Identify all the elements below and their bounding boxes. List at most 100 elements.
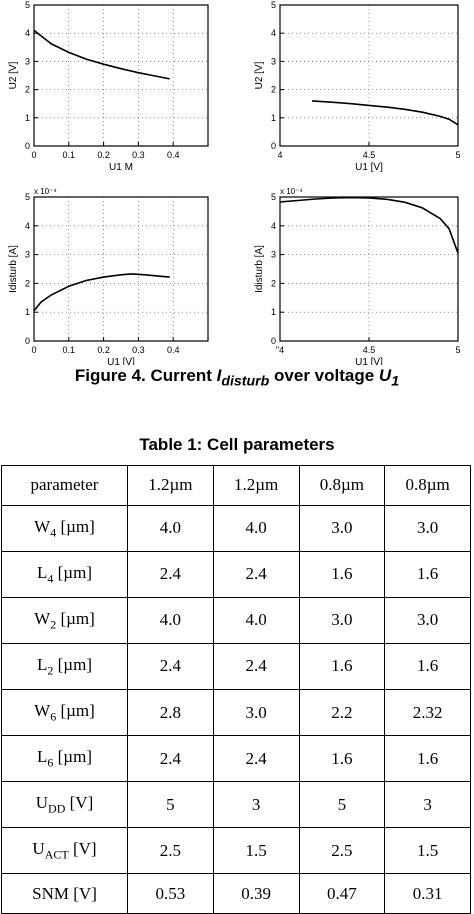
table-row: parameter 1.2µm 1.2µm 0.8µm 0.8µm: [1, 465, 471, 506]
table-cell: 0.47: [298, 873, 386, 914]
series-line: [33, 29, 170, 80]
table-cell: 5: [127, 781, 214, 829]
table-cell: 1.6: [384, 550, 471, 598]
x-tick-label: "4: [276, 345, 284, 355]
y-tick-label: 3: [25, 56, 30, 66]
table-cell: 3.0: [384, 504, 471, 552]
table-title: Table 1: Cell parameters: [139, 435, 335, 454]
table-cell: 0.8µm: [384, 465, 471, 506]
table-cell: 1.2µm: [127, 465, 214, 506]
table-cell: 3: [384, 781, 471, 829]
y-tick-label: 2: [271, 85, 276, 95]
table-cell: 1.5: [212, 827, 300, 875]
y-tick-label: 0: [271, 141, 276, 151]
x-tick-label: 0.2: [97, 345, 110, 355]
row-label: parameter: [1, 465, 128, 506]
x-tick-label: 0.4: [167, 345, 180, 355]
x-tick-label: 4.5: [363, 345, 376, 355]
y-tick-label: 0: [271, 336, 276, 346]
x-tick-label: 0.3: [132, 150, 145, 160]
y-axis-label: U2 [V]: [8, 61, 19, 89]
table-cell: 3.0: [212, 688, 300, 737]
figure-plots: 0 1 2 3 4 5 0 0.1 0.2 0.3 0.4 U1 M U2 [V] 0 1 2 3 4 5 4 4.5 5…: [8, 0, 461, 365]
x-tick-label: 4: [277, 150, 282, 160]
y-tick-label: 4: [25, 221, 30, 231]
y-tick-label: 1: [25, 113, 30, 123]
axis-exponent: x 10⁻⁴: [34, 187, 57, 196]
table-cell: 1.6: [384, 642, 471, 690]
table-row: L2 [µm] 2.4 2.4 1.6 1.6: [1, 642, 471, 690]
table-cell: 5: [298, 781, 386, 829]
x-axis-label: U1 [V]: [355, 357, 383, 365]
row-label: L2 [µm]: [1, 642, 128, 690]
x-tick-label: 0.1: [63, 345, 76, 355]
y-tick-label: 3: [25, 250, 30, 260]
row-label: W6 [µm]: [1, 688, 128, 737]
table-cell: 2.4: [212, 642, 300, 690]
x-axis-label: U1 [V]: [107, 357, 135, 365]
y-tick-label: 4: [25, 28, 30, 38]
series-line: [311, 100, 459, 126]
figure-caption: Figure 4. Current Idisturb over voltage …: [0, 366, 474, 389]
table-cell: 4.0: [127, 596, 214, 644]
table-cell: 3.0: [384, 596, 471, 644]
table-row: W2 [µm] 4.0 4.0 3.0 3.0: [1, 596, 471, 644]
y-tick-label: 5: [25, 0, 30, 10]
y-tick-label: 5: [271, 192, 276, 202]
y-tick-label: 4: [271, 221, 276, 231]
table-cell: 4.0: [212, 504, 300, 552]
y-axis-label: U2 [V]: [254, 61, 265, 89]
x-tick-label: 0: [31, 150, 36, 160]
table-row: SNM [V] 0.53 0.39 0.47 0.31: [1, 873, 471, 914]
table-cell: 2.4: [127, 642, 214, 690]
y-tick-label: 2: [25, 85, 30, 95]
plot-4: 0 1 2 3 4 5 "4 4.5 5 U1 [V] Idisturb [A] x 10⁻⁴: [254, 187, 461, 365]
x-tick-label: 0.1: [63, 150, 76, 160]
table-cell: 4.0: [127, 504, 214, 552]
y-tick-label: 0: [25, 336, 30, 346]
table-row: L6 [µm] 2.4 2.4 1.6 1.6: [1, 735, 471, 783]
row-label: SNM [V]: [1, 873, 128, 914]
table-cell: 1.6: [298, 642, 386, 690]
y-axis-label: Idisturb [A]: [254, 245, 265, 293]
x-tick-label: 0.2: [97, 150, 110, 160]
y-tick-label: 5: [25, 192, 30, 202]
table-cell: 2.32: [384, 688, 471, 737]
table-row: W6 [µm] 2.8 3.0 2.2 2.32: [1, 688, 471, 737]
y-axis-label: Idisturb [A]: [8, 245, 19, 293]
x-axis-label: U1 [V]: [355, 162, 383, 173]
x-axis-label: U1 M: [109, 162, 133, 173]
y-tick-label: 1: [25, 307, 30, 317]
y-tick-label: 2: [25, 278, 30, 288]
table-cell: 2.2: [298, 688, 386, 737]
x-tick-label: 0.3: [132, 345, 145, 355]
table-cell: 2.5: [127, 827, 214, 875]
table-row: UACT [V] 2.5 1.5 2.5 1.5: [1, 827, 471, 875]
table-cell: 2.4: [212, 735, 300, 783]
table-cell: 1.6: [384, 735, 471, 783]
table-cell: 2.4: [127, 735, 214, 783]
table-cell: 0.53: [127, 873, 214, 914]
plot-2: 0 1 2 3 4 5 4 4.5 5 U1 [V] U2 [V]: [254, 0, 461, 173]
x-tick-label: 0: [31, 345, 36, 355]
table-cell: 0.31: [384, 873, 471, 914]
table-cell: 3: [212, 781, 300, 829]
x-tick-label: 0.4: [167, 150, 180, 160]
plot-frame: [33, 4, 209, 147]
caption-symbol: Idisturb: [216, 366, 270, 390]
y-tick-label: 2: [271, 278, 276, 288]
row-label: L4 [µm]: [1, 550, 128, 598]
y-tick-label: 3: [271, 56, 276, 66]
plot-1: 0 1 2 3 4 5 0 0.1 0.2 0.3 0.4 U1 M U2 [V]: [8, 0, 209, 173]
caption-prefix: Figure 4. Current: [74, 366, 217, 385]
row-label: UACT [V]: [1, 827, 128, 875]
table-cell: 4.0: [212, 596, 300, 644]
table-cell: 2.4: [212, 550, 300, 598]
table-cell: 1.2µm: [212, 465, 300, 506]
table-cell: 0.8µm: [298, 465, 386, 506]
caption-symbol-sub: disturb: [221, 373, 270, 390]
y-tick-label: 3: [271, 250, 276, 260]
plot-3: 0 1 2 3 4 5 0 0.1 0.2 0.3 0.4 U1 [V] Idisturb [A] x 1…: [8, 187, 209, 365]
caption-var-sub: 1: [391, 373, 400, 390]
row-label: UDD [V]: [1, 781, 128, 829]
